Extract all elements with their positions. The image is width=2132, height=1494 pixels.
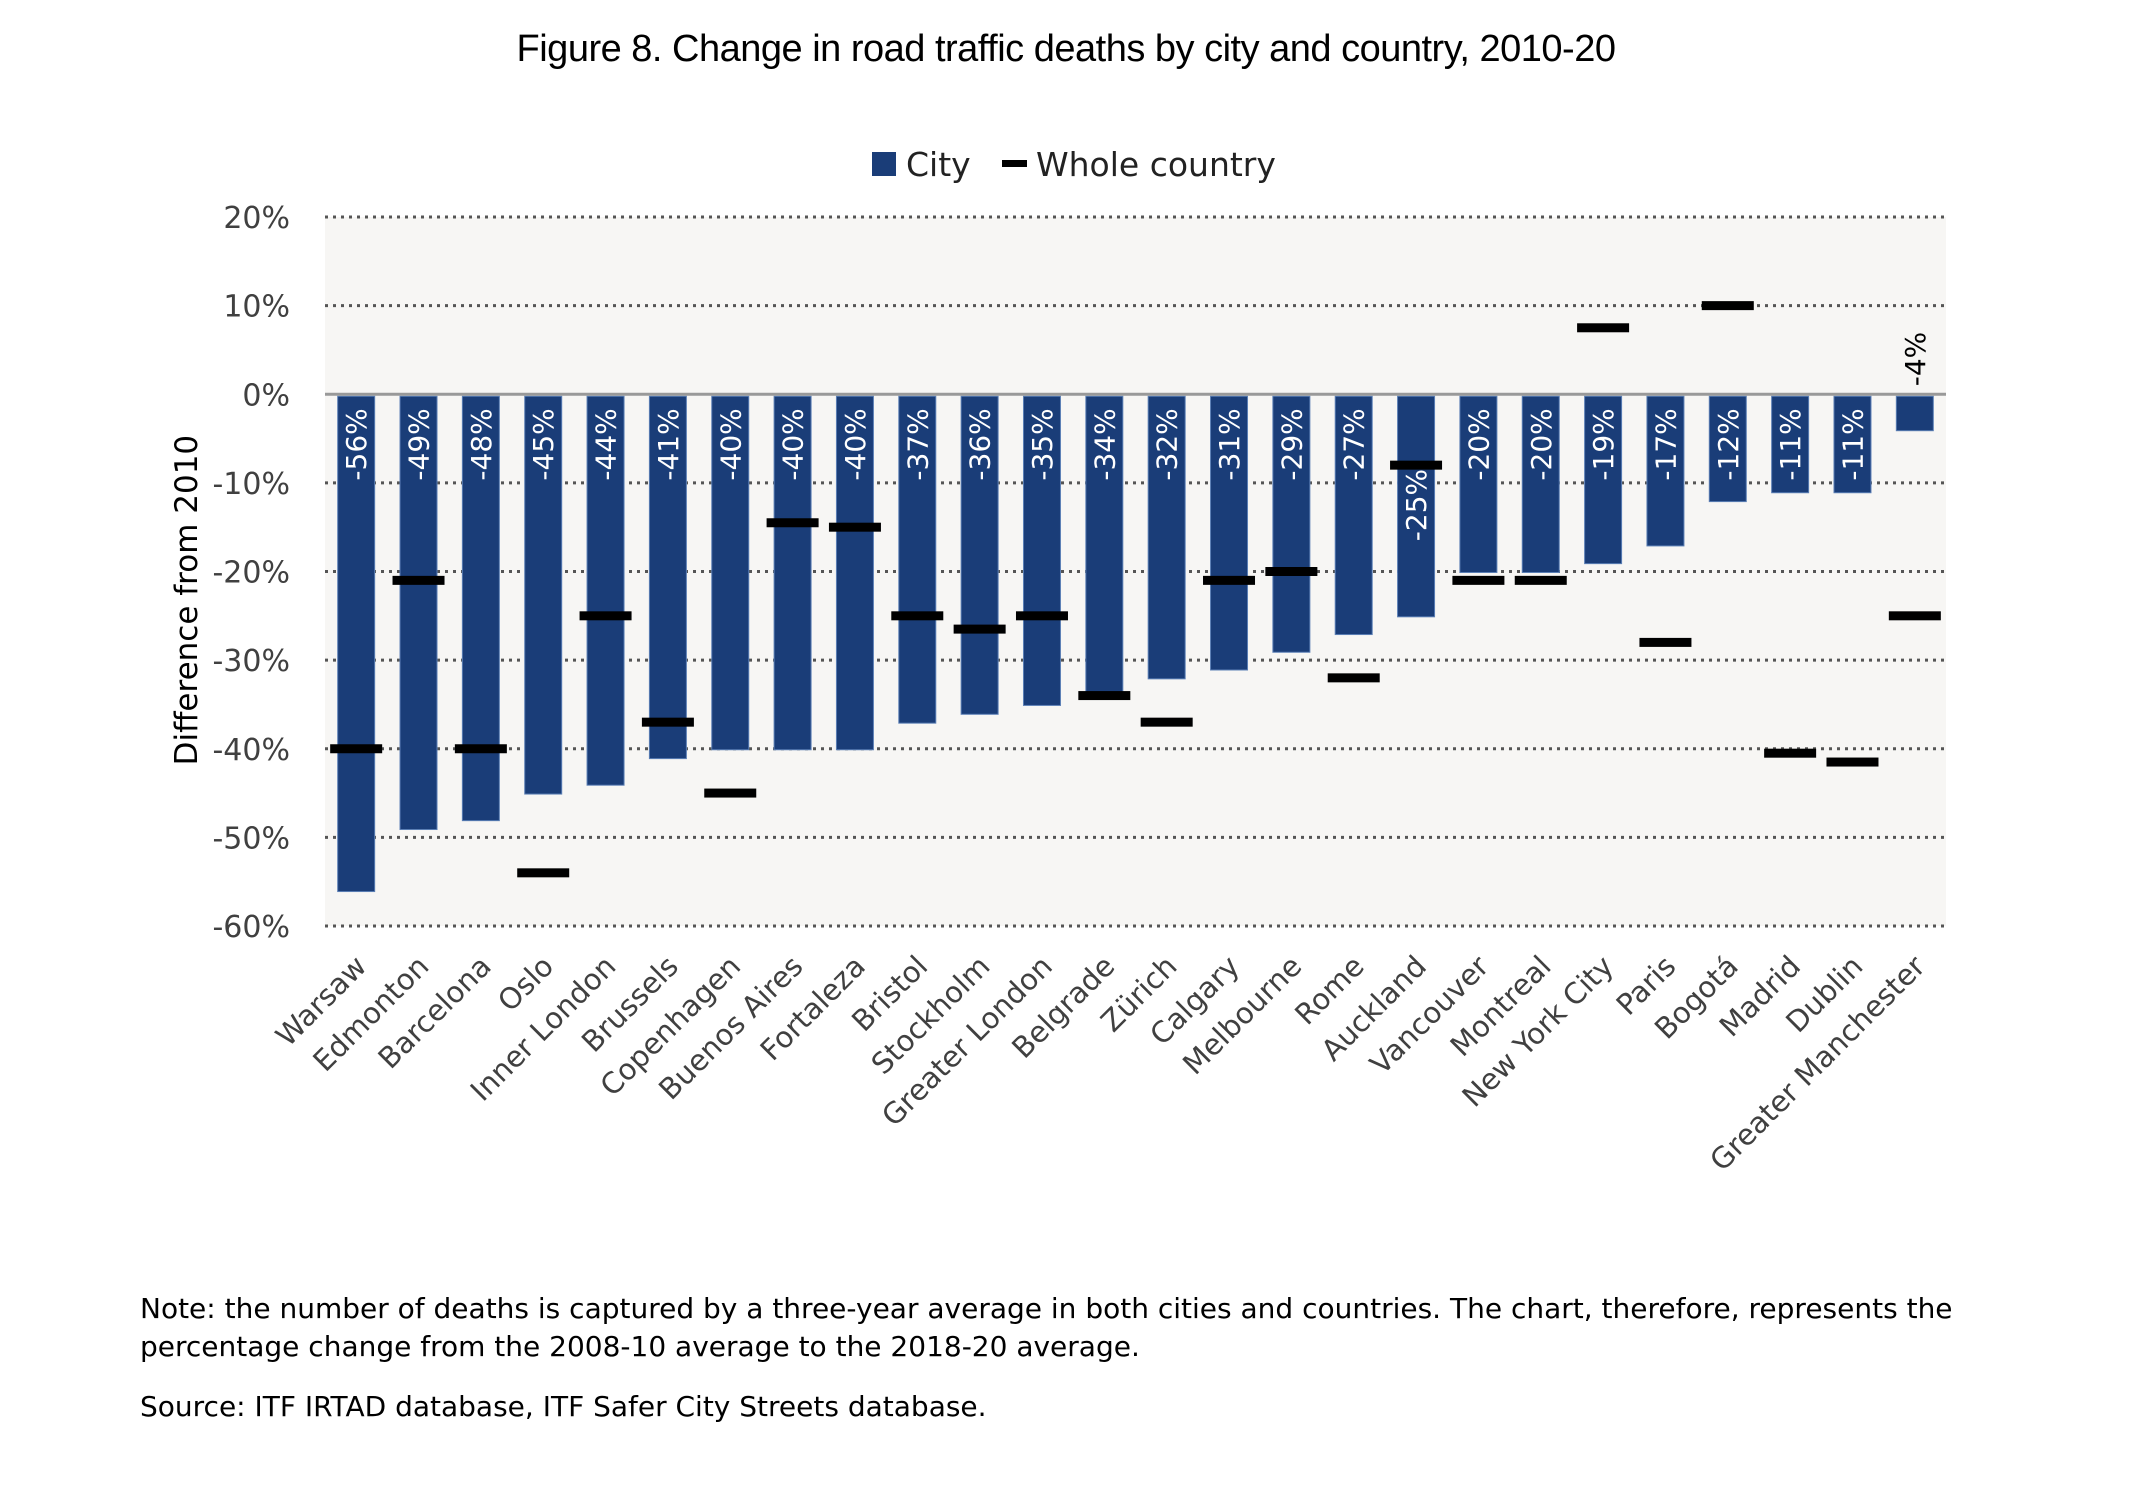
city-bar — [1895, 395, 1934, 432]
bar-value-label: -19% — [1587, 408, 1620, 480]
bar-value-label: -45% — [527, 408, 560, 480]
city-bar — [1708, 395, 1747, 503]
city-bar — [586, 395, 625, 786]
city-bar — [1022, 395, 1061, 706]
country-marker — [828, 522, 881, 532]
y-tick-label: 10% — [223, 290, 290, 325]
city-bar — [1334, 395, 1373, 636]
country-marker — [1203, 575, 1256, 585]
city-bar — [1085, 395, 1124, 698]
city-bar — [960, 395, 999, 715]
legend-city-swatch — [872, 152, 896, 176]
city-bar — [773, 395, 812, 751]
city-bar — [1210, 395, 1249, 671]
bar-value-label: -11% — [1836, 408, 1869, 480]
y-tick-label: -60% — [212, 910, 290, 945]
bar-value-label: -12% — [1712, 408, 1745, 480]
source-text: Source: ITF IRTAD database, ITF Safer Ci… — [140, 1390, 987, 1423]
legend-country-label: Whole country — [1036, 145, 1276, 184]
y-tick-label: -10% — [212, 467, 290, 502]
legend-country-swatch — [1002, 160, 1027, 167]
country-marker — [517, 868, 570, 878]
country-marker — [579, 611, 632, 621]
country-marker — [1390, 460, 1443, 470]
city-bar — [1272, 395, 1311, 653]
country-marker — [766, 518, 819, 528]
country-marker — [1452, 575, 1505, 585]
bar-value-label: -40% — [777, 408, 810, 480]
country-marker — [1265, 567, 1318, 576]
country-marker — [1701, 301, 1754, 311]
country-marker — [454, 744, 507, 754]
y-tick-label: -50% — [212, 821, 290, 856]
bar-value-label: -25% — [1400, 469, 1433, 541]
city-bar — [1833, 395, 1872, 494]
country-marker — [392, 575, 445, 585]
bar-value-label: -20% — [1525, 408, 1558, 480]
country-marker — [1888, 611, 1941, 621]
bar-value-label: -20% — [1462, 408, 1495, 480]
city-bar — [1646, 395, 1685, 547]
y-tick-label: 20% — [223, 201, 290, 236]
country-marker — [1639, 637, 1692, 647]
country-marker — [641, 717, 694, 727]
bar-value-label: -56% — [340, 408, 373, 480]
city-bar — [1397, 395, 1436, 618]
city-bar — [524, 395, 563, 795]
country-marker — [1764, 748, 1817, 758]
bar-value-label: -27% — [1338, 408, 1371, 480]
city-bar — [1521, 395, 1560, 573]
bar-value-label: -48% — [465, 408, 498, 480]
y-tick-label: -30% — [212, 644, 290, 679]
bar-value-label: -34% — [1088, 408, 1121, 480]
bar-value-label: -40% — [714, 408, 747, 480]
city-bar — [648, 395, 687, 760]
chart-title: Figure 8. Change in road traffic deaths … — [516, 28, 1616, 70]
bar-value-label: -11% — [1774, 408, 1807, 480]
bar-value-label: -17% — [1649, 408, 1682, 480]
bar-value-label: -37% — [901, 408, 934, 480]
bar-value-label: -41% — [652, 408, 685, 480]
y-tick-label: 0% — [242, 378, 290, 413]
country-marker — [891, 611, 944, 621]
bar-value-label: -32% — [1151, 408, 1184, 480]
bar-value-label: -29% — [1275, 408, 1308, 480]
city-bar — [1584, 395, 1623, 565]
city-bar — [399, 395, 438, 831]
country-marker — [1015, 611, 1068, 621]
y-tick-label: -40% — [212, 733, 290, 768]
bar-value-label: -44% — [590, 408, 623, 480]
city-bar — [835, 395, 874, 751]
country-marker — [330, 744, 383, 754]
y-axis-title: Difference from 2010 — [169, 435, 205, 766]
city-bar — [1459, 395, 1498, 573]
city-bar — [1771, 395, 1810, 494]
legend-city-label: City — [906, 145, 971, 184]
city-bar — [898, 395, 937, 724]
y-tick-label: -20% — [212, 556, 290, 591]
country-marker — [1140, 717, 1193, 727]
country-marker — [1577, 323, 1630, 333]
country-marker — [1514, 575, 1567, 585]
country-marker — [704, 788, 757, 798]
legend: City Whole country — [872, 145, 1276, 184]
city-bar — [711, 395, 750, 751]
city-bar — [337, 395, 376, 893]
country-marker — [1826, 757, 1879, 767]
country-marker — [953, 624, 1006, 634]
bar-value-label: -4% — [1899, 332, 1932, 387]
bar-value-label: -49% — [403, 408, 436, 480]
bar-value-label: -36% — [964, 408, 997, 480]
bar-value-label: -31% — [1213, 408, 1246, 480]
city-bar — [1147, 395, 1186, 680]
bar-value-label: -40% — [839, 408, 872, 480]
note-text: Note: the number of deaths is captured b… — [140, 1292, 1953, 1363]
country-marker — [1327, 673, 1380, 683]
country-marker — [1078, 691, 1131, 701]
bar-value-label: -35% — [1026, 408, 1059, 480]
notes: Note: the number of deaths is captured b… — [140, 1290, 2040, 1448]
